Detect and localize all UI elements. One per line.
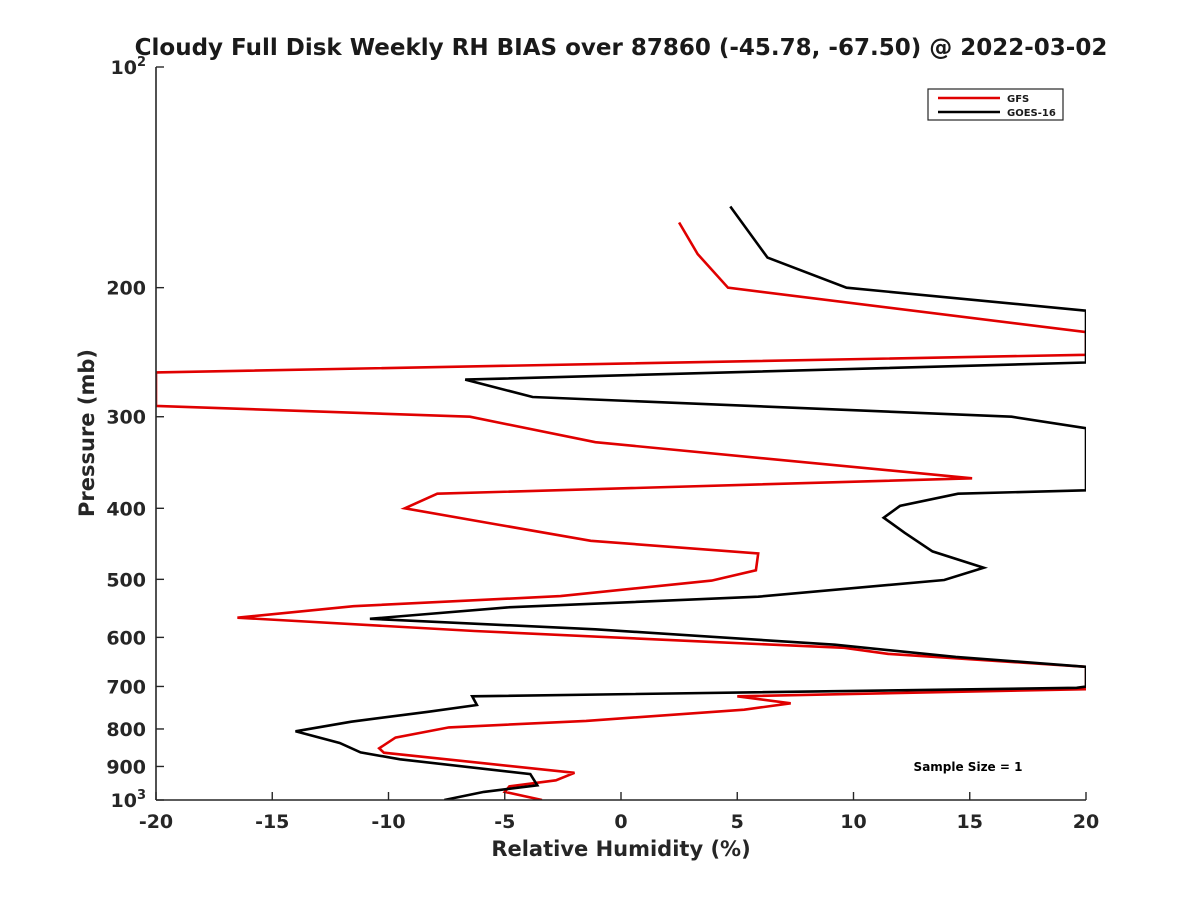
x-tick-label: -10	[371, 811, 405, 833]
x-tick-label: 15	[957, 811, 983, 833]
x-tick-label: -15	[255, 811, 289, 833]
x-tick-label: 20	[1073, 811, 1099, 833]
y-tick-label: 103	[111, 788, 147, 812]
y-tick-label: 600	[106, 627, 146, 649]
x-tick-label: 10	[840, 811, 866, 833]
series-line-goes-16	[295, 205, 1086, 800]
y-tick-label: 102	[111, 55, 147, 79]
legend-box	[927, 88, 1064, 121]
legend-label-gfs: GFS	[1007, 94, 1029, 105]
y-tick-label: 700	[106, 676, 146, 698]
legend: GFS GOES-16	[927, 88, 1064, 121]
x-tick-label: 0	[614, 811, 627, 833]
y-ticks: 102 200 300 400 500 600 700 800 900 103	[106, 55, 164, 812]
x-tick-label: 5	[731, 811, 744, 833]
x-ticks: -20 -15 -10 -5 0 5 10 15 20	[139, 792, 1099, 833]
y-tick-label: 200	[106, 278, 146, 300]
y-tick-label: 500	[106, 569, 146, 591]
series-layer	[156, 205, 1086, 800]
sample-size-annotation: Sample Size = 1	[914, 760, 1023, 774]
legend-label-goes-16: GOES-16	[1007, 108, 1056, 119]
chart-title: Cloudy Full Disk Weekly RH BIAS over 878…	[135, 35, 1108, 61]
y-tick-label: 900	[106, 756, 146, 778]
y-tick-label: 300	[106, 407, 146, 429]
x-axis-label: Relative Humidity (%)	[491, 837, 750, 861]
y-tick-label: 800	[106, 719, 146, 741]
x-tick-label: -5	[494, 811, 515, 833]
y-tick-label: 400	[106, 498, 146, 520]
series-line-gfs	[156, 221, 1086, 800]
x-tick-label: -20	[139, 811, 173, 833]
y-axis-label: Pressure (mb)	[75, 349, 99, 517]
